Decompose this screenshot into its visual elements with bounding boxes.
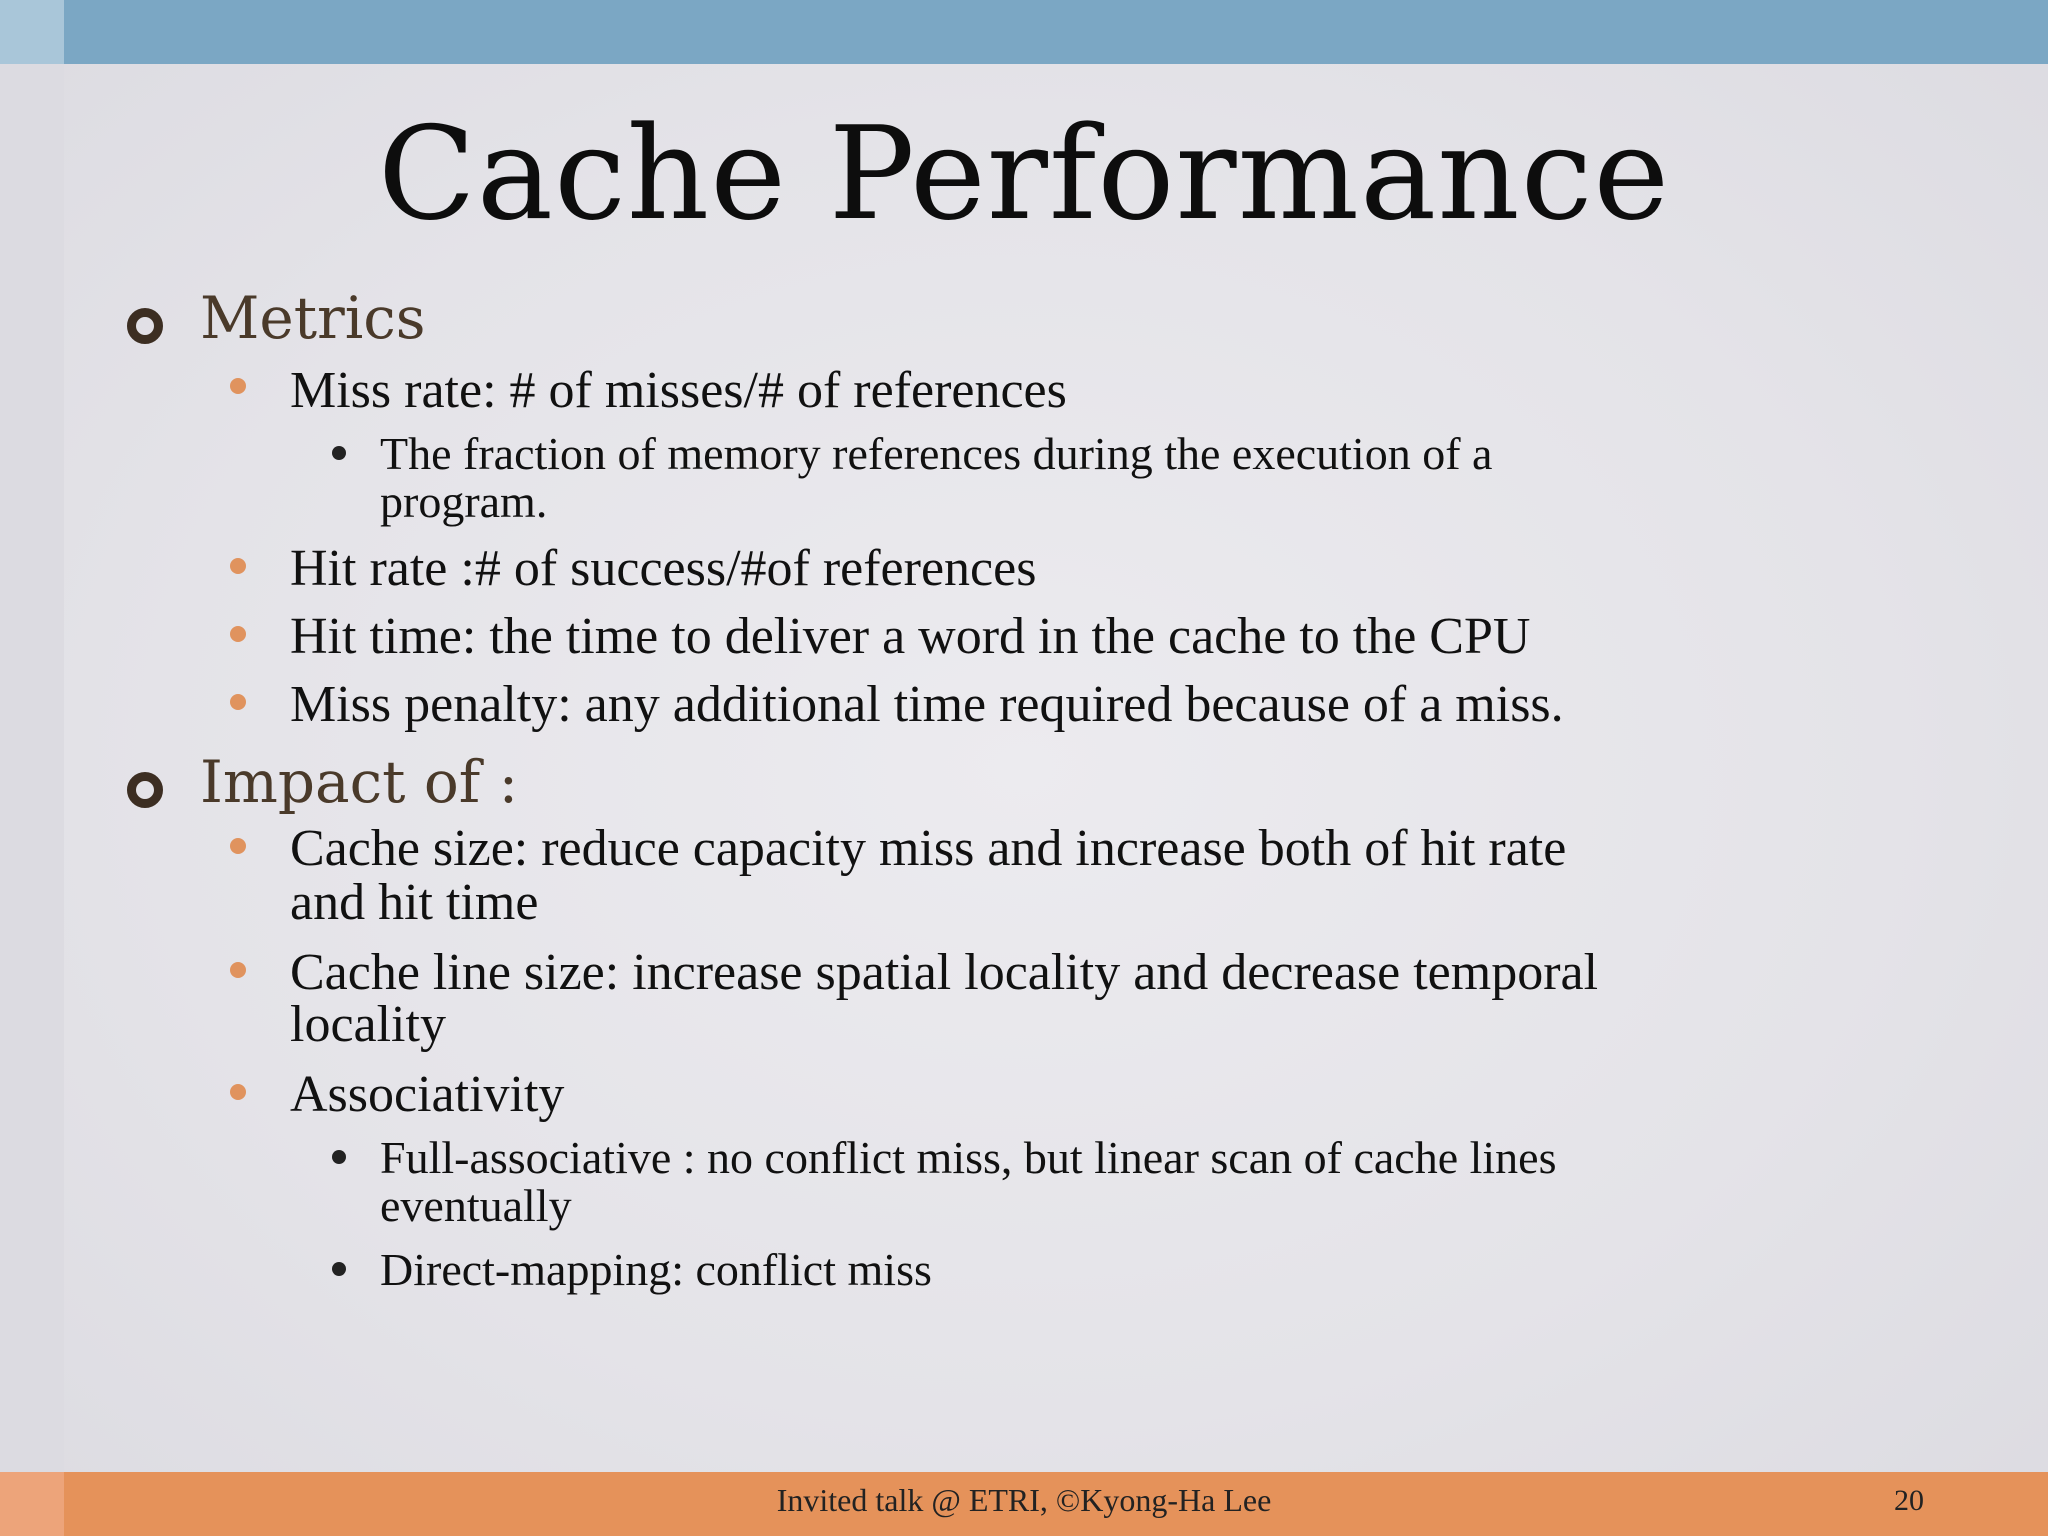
bullet-cache-line-size-line1: Cache line size: increase spatial locali… (290, 944, 1599, 1001)
bullet-dot-icon (230, 1084, 246, 1100)
sub-bullet-fraction-line2: program. (380, 476, 548, 527)
top-bar (64, 0, 2048, 64)
sub-bullet-fraction-line1: The fraction of memory references during… (380, 428, 1493, 479)
sub-bullet-dot-icon (332, 446, 346, 460)
bullet-dot-icon (230, 962, 246, 978)
section-heading-impact: Impact of : (200, 748, 519, 816)
bullet-cache-size-line1: Cache size: reduce capacity miss and inc… (290, 820, 1567, 877)
sub-bullet-full-assoc-line1: Full-associative : no conflict miss, but… (380, 1132, 1557, 1183)
slide-title: Cache Performance (377, 100, 1671, 249)
sub-bullet-dot-icon (332, 1150, 346, 1164)
bullet-miss-rate: Miss rate: # of misses/# of references (290, 362, 1067, 419)
page-number: 20 (1894, 1484, 1924, 1517)
sub-bullet-dot-icon (332, 1262, 346, 1276)
bullet-hit-time: Hit time: the time to deliver a word in … (290, 608, 1531, 665)
sub-bullet-full-assoc-line2: eventually (380, 1180, 572, 1231)
footer-credit: Invited talk @ ETRI, ©Kyong-Ha Lee (776, 1482, 1272, 1518)
bullet-cache-line-size-line2: locality (290, 996, 446, 1053)
bullet-miss-penalty: Miss penalty: any additional time requir… (290, 676, 1564, 733)
section-heading-metrics: Metrics (200, 284, 426, 352)
left-strip (0, 64, 64, 1472)
section-bullet-icon (127, 308, 163, 344)
bottom-bar (64, 1472, 2048, 1536)
bullet-dot-icon (230, 838, 246, 854)
bottom-bar-accent (0, 1472, 64, 1536)
sub-bullet-direct-mapping: Direct-mapping: conflict miss (380, 1244, 932, 1295)
section-bullet-icon (127, 772, 163, 808)
bullet-dot-icon (230, 558, 246, 574)
bullet-dot-icon (230, 626, 246, 642)
bullet-cache-size-line2: and hit time (290, 874, 539, 931)
top-bar-accent (0, 0, 64, 64)
bullet-dot-icon (230, 378, 246, 394)
bullet-dot-icon (230, 694, 246, 710)
bullet-hit-rate: Hit rate :# of success/#of references (290, 540, 1037, 597)
bullet-associativity: Associativity (290, 1066, 565, 1123)
